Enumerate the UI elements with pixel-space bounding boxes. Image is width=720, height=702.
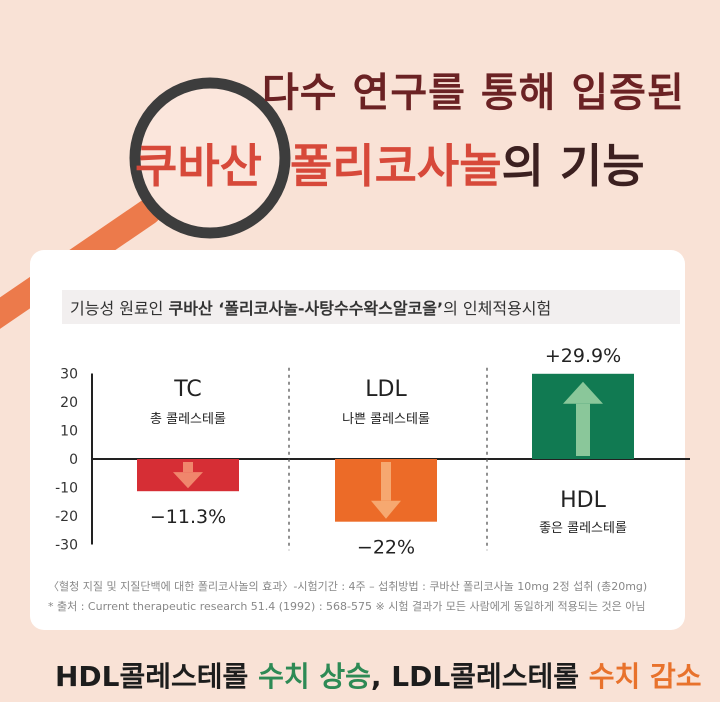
- y-tick-label: -10: [55, 481, 78, 497]
- y-tick-label: -20: [55, 509, 78, 525]
- category-label: LDL: [365, 377, 407, 402]
- category-description: 좋은 콜레스테롤: [539, 521, 627, 536]
- footnote-source: * 출처 : Current therapeutic research 51.4…: [48, 600, 646, 613]
- brand-label: 쿠바산: [135, 139, 262, 193]
- headline-line1: 다수 연구를 통해 입증된: [262, 70, 685, 116]
- arrow-shaft: [381, 462, 391, 501]
- y-tick-label: 30: [60, 367, 78, 383]
- study-title-tail: 의 인체적용시험: [443, 299, 552, 318]
- y-tick-label: 0: [69, 452, 78, 468]
- category-label: TC: [173, 377, 202, 402]
- y-tick-label: 10: [60, 424, 78, 440]
- category-description: 나쁜 콜레스테롤: [342, 412, 430, 427]
- summary-part3: , LDL콜레스테롤: [370, 660, 589, 693]
- summary-part2: 수치 상승: [258, 660, 371, 693]
- value-label: −11.3%: [150, 506, 226, 528]
- footnote-method: 〈혈청 지질 및 지질단백에 대한 폴리코사놀의 효과〉-시험기간 : 4주 –…: [48, 580, 648, 593]
- value-label: −22%: [357, 537, 415, 559]
- arrow-down-icon: [173, 472, 203, 489]
- headline-suffix: 의 기능: [501, 139, 645, 193]
- ingredient-label: 폴리코사놀: [289, 139, 502, 193]
- summary-part1: HDL콜레스테롤: [55, 660, 259, 693]
- summary-part4: 수치 감소: [588, 660, 702, 693]
- category-description: 총 콜레스테롤: [150, 412, 226, 427]
- category-label: HDL: [560, 488, 606, 513]
- study-title-bold: 쿠바산 ‘폴리코사놀-사탕수수왁스알코올’: [168, 299, 444, 318]
- value-label: +29.9%: [545, 345, 621, 367]
- y-tick-label: 20: [60, 395, 78, 411]
- y-tick-label: -30: [55, 538, 78, 554]
- arrow-shaft: [576, 403, 590, 456]
- arrow-shaft: [183, 462, 193, 473]
- arrow-down-icon: [371, 500, 401, 519]
- headline-line2: 쿠바산 폴리코사놀의 기능: [135, 130, 645, 196]
- arrow-up-icon: [563, 381, 603, 404]
- summary-text: HDL콜레스테롤 수치 상승, LDL콜레스테롤 수치 감소: [55, 655, 702, 695]
- study-title-lead: 기능성 원료인: [70, 299, 169, 318]
- study-title: 기능성 원료인 쿠바산 ‘폴리코사놀-사탕수수왁스알코올’의 인체적용시험: [62, 290, 680, 324]
